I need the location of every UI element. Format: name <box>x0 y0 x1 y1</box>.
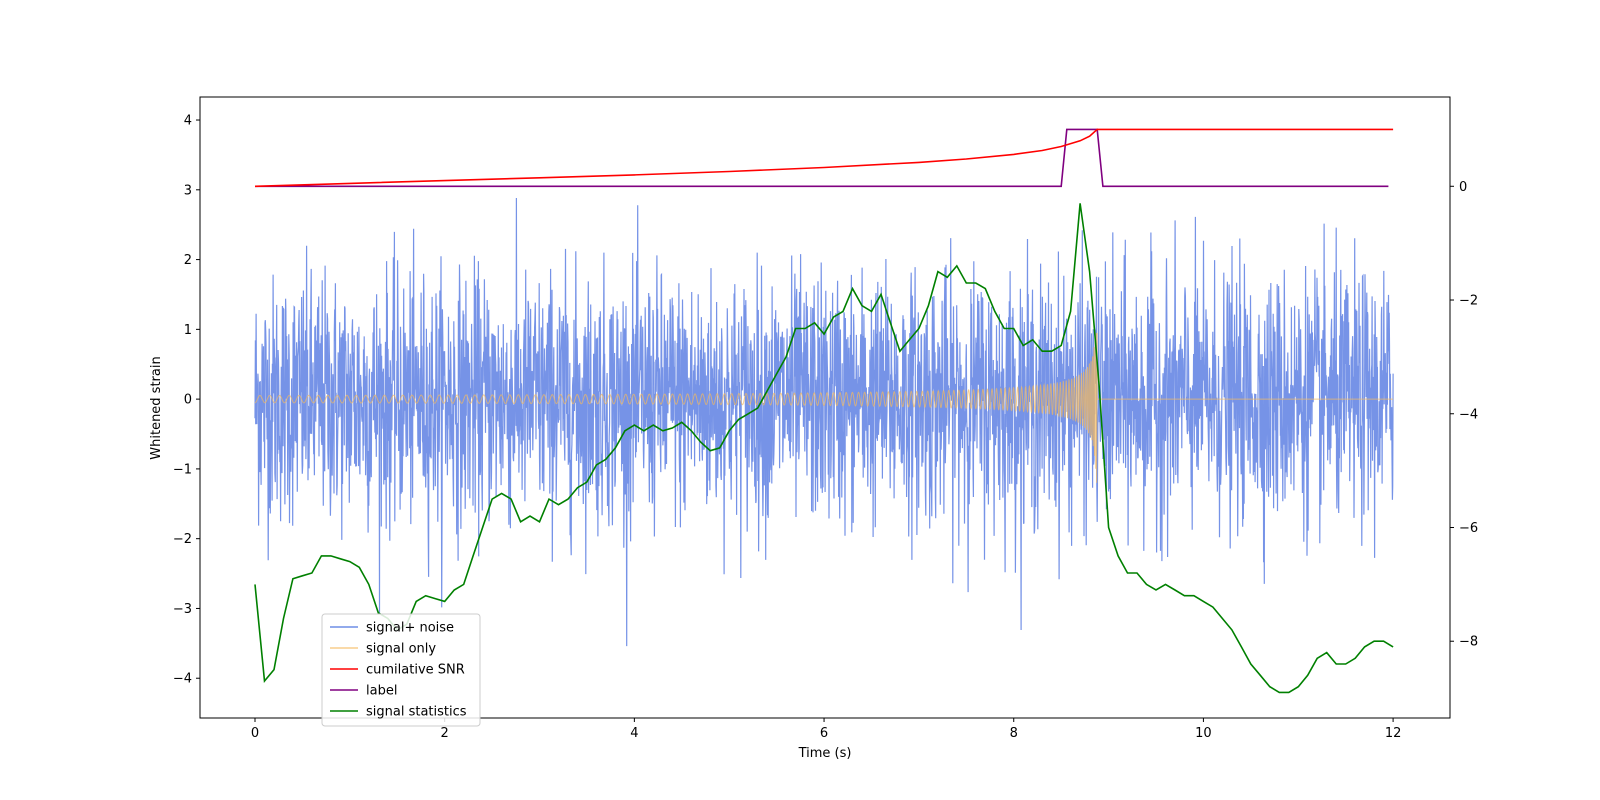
legend-label-1: signal only <box>366 642 436 657</box>
series-signal-only-line <box>254 332 1394 483</box>
y-tick-label-6: −2 <box>173 532 192 547</box>
y-tick-label-1: 3 <box>184 183 192 198</box>
x-tick-label-4: 8 <box>1010 726 1018 741</box>
x-tick-label-1: 2 <box>441 726 449 741</box>
series-snr-line <box>254 128 1394 188</box>
y-tick-label-7: −3 <box>173 602 192 617</box>
y-tick-label-0: 4 <box>184 114 192 129</box>
series-signal-noise-line <box>254 197 1394 647</box>
legend-label-2: cumilative SNR <box>366 663 465 678</box>
legend: signal+ noise signal only cumilative SNR la… <box>321 613 481 727</box>
y-tick-label-2: 2 <box>184 253 192 268</box>
y2-tick-label-0: 0 <box>1459 180 1467 195</box>
y2-tick-label-1: −2 <box>1459 294 1478 309</box>
series-layer <box>254 128 1394 694</box>
y-tick-label-5: −1 <box>173 462 192 477</box>
legend-label-0: signal+ noise <box>366 621 454 636</box>
x-axis-title: Time (s) <box>798 746 852 761</box>
x-tick-label-2: 4 <box>630 726 638 741</box>
y-tick-label-8: −4 <box>173 672 192 687</box>
plot-frame <box>199 96 1451 719</box>
y-axis-title: Whitened strain <box>149 356 164 459</box>
y-tick-label-4: 0 <box>184 393 192 408</box>
series-signal-statistics-line <box>254 203 1394 694</box>
x-tick-label-0: 0 <box>251 726 259 741</box>
x-tick-label-5: 10 <box>1195 726 1212 741</box>
y2-tick-label-4: −8 <box>1459 635 1478 650</box>
legend-label-4: signal statistics <box>366 705 467 720</box>
y-tick-label-3: 1 <box>184 323 192 338</box>
y2-tick-label-3: −6 <box>1459 521 1478 536</box>
y2-tick-label-2: −4 <box>1459 407 1478 422</box>
legend-label-3: label <box>366 684 397 699</box>
x-tick-label-6: 12 <box>1385 726 1402 741</box>
legend-box <box>321 613 481 727</box>
series-label-line <box>255 128 1389 188</box>
x-tick-label-3: 6 <box>820 726 828 741</box>
